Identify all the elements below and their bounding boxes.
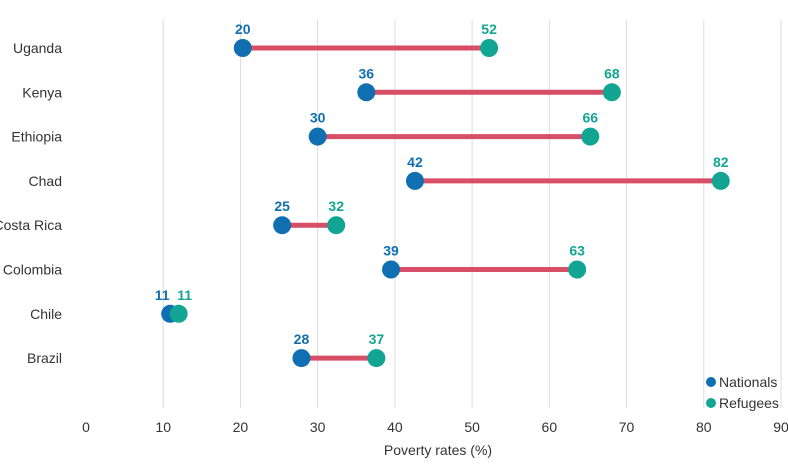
- x-tick-label-20: 20: [233, 419, 249, 435]
- point-nationals-colombia: [382, 260, 401, 279]
- x-tick-label-70: 70: [619, 419, 635, 435]
- point-nationals-brazil: [292, 349, 311, 368]
- x-tick-label-0: 0: [82, 419, 90, 435]
- x-axis-ticks: 0 10 20 30 40 50 60 70 80 90: [82, 419, 788, 435]
- legend-label-nationals: Nationals: [719, 374, 777, 390]
- category-label-costa-rica: Costa Rica: [0, 217, 62, 233]
- label-nationals-chad: 42: [407, 154, 423, 170]
- gridlines: [162, 20, 782, 408]
- point-refugees-ethiopia: [581, 127, 600, 146]
- point-refugees-kenya: [602, 83, 621, 102]
- legend: Nationals Refugees: [706, 374, 779, 411]
- label-refugees-chile: 11: [177, 287, 192, 303]
- value-labels: 20 52 36 68 30 66 42 82 25 32 39 63 11 11 28 37: [155, 21, 729, 347]
- x-tick-label-80: 80: [696, 419, 712, 435]
- label-nationals-colombia: 39: [383, 243, 399, 259]
- label-nationals-costa-rica: 25: [274, 198, 290, 214]
- category-labels: Uganda Kenya Ethiopia Chad Costa Rica Colombi…: [0, 40, 62, 366]
- x-tick-label-10: 10: [155, 419, 171, 435]
- connectors: [170, 45, 721, 361]
- category-label-chad: Chad: [29, 173, 62, 189]
- label-refugees-kenya: 68: [604, 65, 620, 81]
- category-label-brazil: Brazil: [27, 350, 62, 366]
- label-nationals-uganda: 20: [235, 21, 251, 37]
- label-refugees-costa-rica: 32: [328, 198, 344, 214]
- legend-label-refugees: Refugees: [719, 395, 779, 411]
- label-refugees-uganda: 52: [481, 21, 497, 37]
- point-refugees-brazil: [367, 349, 386, 368]
- category-label-colombia: Colombia: [3, 262, 62, 278]
- label-refugees-colombia: 63: [569, 243, 585, 259]
- point-nationals-uganda: [233, 39, 252, 57]
- legend-marker-nationals: [706, 377, 716, 387]
- x-axis-title: Poverty rates (%): [384, 442, 492, 458]
- x-tick-label-50: 50: [464, 419, 480, 435]
- category-label-kenya: Kenya: [22, 84, 62, 100]
- point-refugees-costa-rica: [327, 216, 346, 235]
- point-nationals-kenya: [357, 83, 376, 102]
- point-refugees-uganda: [480, 39, 499, 57]
- label-nationals-kenya: 36: [359, 65, 375, 81]
- point-refugees-chad: [711, 171, 730, 190]
- point-refugees-colombia: [568, 260, 587, 279]
- label-refugees-ethiopia: 66: [582, 110, 598, 126]
- x-tick-label-90: 90: [773, 419, 788, 435]
- point-nationals-ethiopia: [308, 127, 327, 146]
- data-points: [161, 39, 730, 368]
- label-nationals-chile: 11: [155, 287, 170, 303]
- label-refugees-chad: 82: [713, 154, 729, 170]
- x-tick-label-30: 30: [310, 419, 326, 435]
- category-label-chile: Chile: [30, 306, 62, 322]
- category-label-uganda: Uganda: [13, 40, 62, 56]
- label-nationals-ethiopia: 30: [310, 110, 326, 126]
- legend-marker-refugees: [706, 398, 716, 408]
- x-tick-label-40: 40: [387, 419, 403, 435]
- point-refugees-chile: [169, 304, 188, 323]
- category-label-ethiopia: Ethiopia: [11, 129, 62, 145]
- point-nationals-costa-rica: [273, 216, 292, 235]
- label-refugees-brazil: 37: [369, 331, 385, 347]
- label-nationals-brazil: 28: [294, 331, 310, 347]
- x-tick-label-60: 60: [542, 419, 558, 435]
- point-nationals-chad: [405, 171, 424, 190]
